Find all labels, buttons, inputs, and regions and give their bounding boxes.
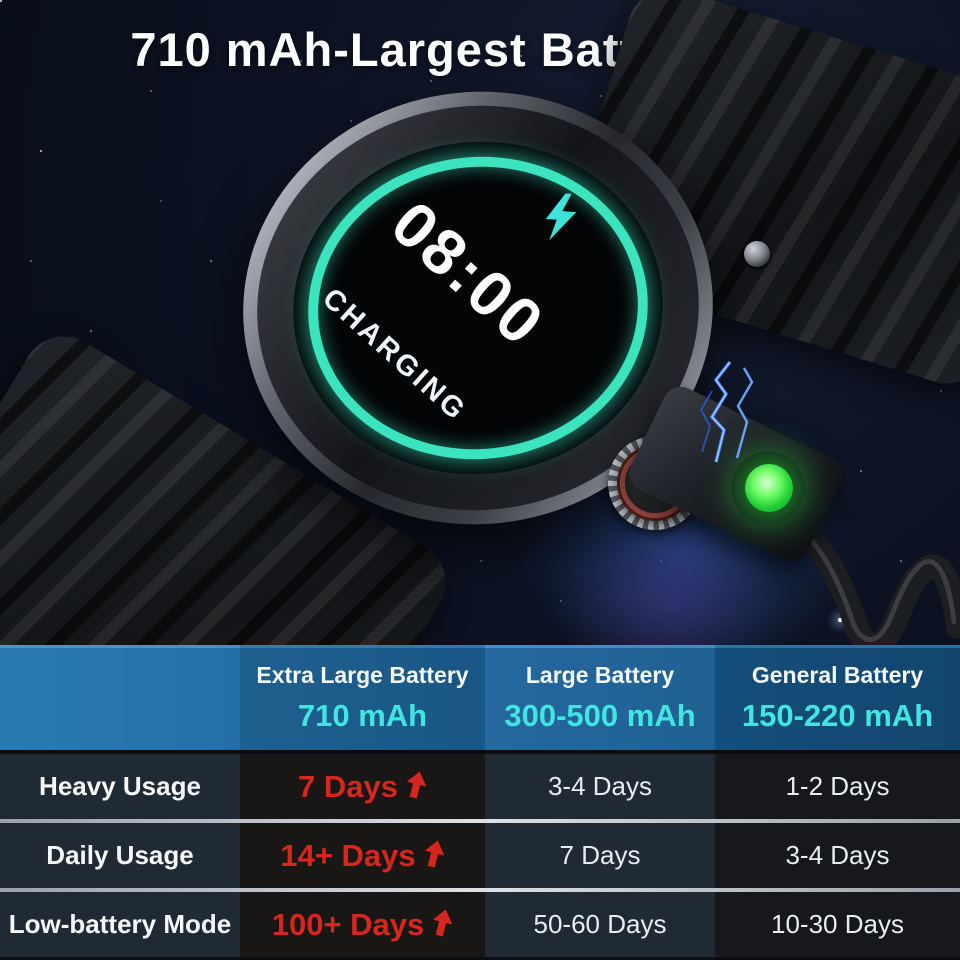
header-general-battery: General Battery 150-220 mAh <box>715 645 960 750</box>
table-row: Heavy Usage 7 Days 3-4 Days 1-2 Days <box>0 754 960 819</box>
table-row: Daily Usage 14+ Days 7 Days 3-4 Days <box>0 823 960 888</box>
header-large-battery: Large Battery 300-500 mAh <box>485 645 715 750</box>
watch-screen: 08:00 CHARGING <box>276 123 680 493</box>
row-label: Daily Usage <box>0 823 240 888</box>
large-value: 3-4 Days <box>485 754 715 819</box>
watch-bezel: 08:00 CHARGING <box>237 84 719 532</box>
general-value: 10-30 Days <box>715 892 960 957</box>
large-value: 50-60 Days <box>485 892 715 957</box>
table-header: Extra Large Battery 710 mAh Large Batter… <box>0 645 960 750</box>
header-spacer <box>0 645 240 750</box>
extra-large-value: 7 Days <box>240 754 485 819</box>
extra-large-value: 14+ Days <box>240 823 485 888</box>
row-label: Heavy Usage <box>0 754 240 819</box>
star-field <box>0 0 2 2</box>
up-arrow-icon <box>406 771 427 799</box>
header-extra-large-battery: Extra Large Battery 710 mAh <box>240 645 485 750</box>
watch-case: 08:00 CHARGING <box>221 68 735 548</box>
battery-comparison-table: Extra Large Battery 710 mAh Large Batter… <box>0 645 960 960</box>
row-separator <box>0 888 960 892</box>
table-divider <box>0 750 960 754</box>
up-arrow-icon <box>424 840 444 868</box>
star-glint <box>838 618 842 622</box>
up-arrow-icon <box>433 909 453 937</box>
row-separator <box>0 819 960 823</box>
lug-screw <box>744 241 770 267</box>
large-value: 7 Days <box>485 823 715 888</box>
green-led-light <box>745 464 793 512</box>
general-value: 3-4 Days <box>715 823 960 888</box>
table-bottom-edge <box>0 957 960 960</box>
table-row: Low-battery Mode 100+ Days 50-60 Days 10… <box>0 892 960 957</box>
lightning-icon <box>545 193 577 241</box>
general-value: 1-2 Days <box>715 754 960 819</box>
extra-large-value: 100+ Days <box>240 892 485 957</box>
row-label: Low-battery Mode <box>0 892 240 957</box>
